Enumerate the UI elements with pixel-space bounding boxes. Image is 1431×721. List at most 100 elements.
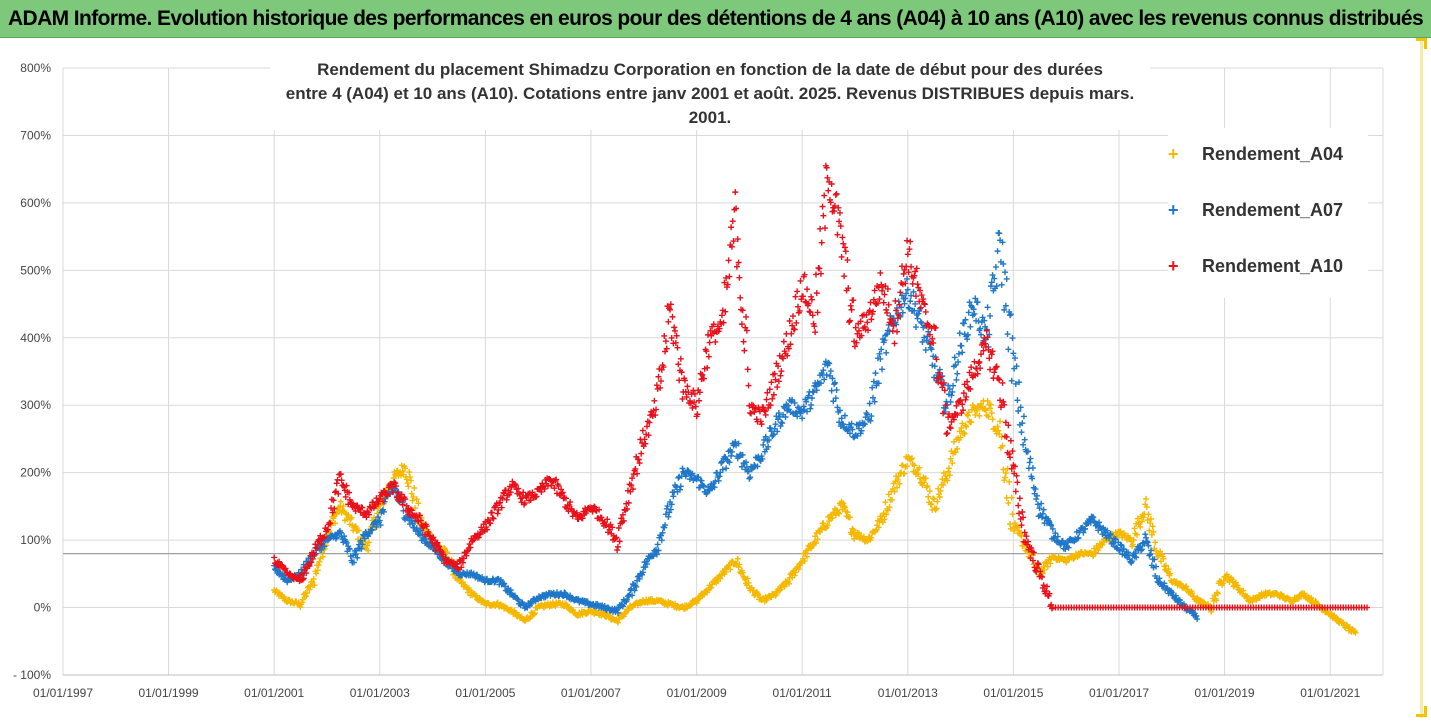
data-point [723,274,730,281]
data-point [947,455,954,462]
data-point [929,335,936,342]
data-point [1240,587,1247,594]
chart-title-line-1: Rendement du placement Shimadzu Corporat… [317,60,1103,79]
data-point [1147,520,1154,527]
data-point [775,378,782,385]
data-point [1012,488,1019,495]
data-point [726,273,733,280]
data-point [533,493,540,500]
data-point [779,420,786,427]
data-point [841,244,848,251]
frame-corner-top-right [1416,38,1427,49]
data-point [984,397,991,404]
data-point [745,467,752,474]
data-point [703,348,710,355]
data-point [1002,470,1009,477]
data-point [805,300,812,307]
data-point [831,203,838,210]
data-point [625,499,632,506]
legend-label-a10: Rendement_A10 [1202,256,1344,276]
data-point [566,501,573,508]
x-tick-label: 01/01/2003 [350,686,410,700]
data-point [998,281,1005,288]
data-point [936,369,943,376]
data-point [485,517,492,524]
data-point [408,517,415,524]
data-point [930,339,937,346]
data-point [761,408,768,415]
data-point [655,373,662,380]
data-point [677,483,684,490]
data-point [1142,531,1149,538]
data-point [847,302,854,309]
data-point [949,460,956,467]
data-point [314,567,321,574]
data-point [676,486,683,493]
data-point [313,570,320,577]
data-point [689,404,696,411]
data-point [1036,505,1043,512]
data-point [793,409,800,416]
data-point [956,330,963,337]
data-point [614,547,621,554]
data-point [960,429,967,436]
data-point [1012,380,1019,387]
data-point [348,514,355,521]
data-point [1124,549,1131,556]
data-point [987,405,994,412]
data-point [1117,528,1124,535]
data-point [968,418,975,425]
data-point [364,542,371,549]
data-point [408,507,415,514]
data-point [811,323,818,330]
data-point [899,309,906,316]
data-point [789,396,796,403]
data-point [1107,531,1114,538]
data-point [786,317,793,324]
data-point [1352,629,1359,636]
data-point [425,528,432,535]
data-point [932,324,939,331]
data-point [1001,306,1008,313]
data-point [728,452,735,459]
data-point [632,465,639,472]
data-point [675,474,682,481]
data-point [1035,561,1042,568]
data-point [802,550,809,557]
data-point [864,538,871,545]
data-point [1025,538,1032,545]
data-point [679,395,686,402]
data-point [903,463,910,470]
data-point [726,459,733,466]
data-point [974,299,981,306]
data-point [883,349,890,356]
data-point [867,299,874,306]
data-point [999,239,1006,246]
data-point [879,287,886,294]
data-point [1001,477,1008,484]
data-point [836,407,843,414]
data-point [1001,401,1008,408]
data-point [875,524,882,531]
data-point [501,490,508,497]
data-point [441,545,448,552]
data-point [841,504,848,511]
data-point [365,511,372,518]
data-point [907,298,914,305]
data-point [1010,350,1017,357]
data-point [1040,582,1047,589]
data-point [655,547,662,554]
data-point [271,554,278,561]
data-point [1020,514,1027,521]
data-point [772,421,779,428]
data-point [612,535,619,542]
data-point [463,552,470,559]
data-point [723,465,730,472]
data-point [661,332,668,339]
data-point [592,504,599,511]
data-point [1130,537,1137,544]
data-point [732,438,739,445]
data-point [924,482,931,489]
data-point [870,296,877,303]
y-tick-label: 500% [20,263,51,277]
